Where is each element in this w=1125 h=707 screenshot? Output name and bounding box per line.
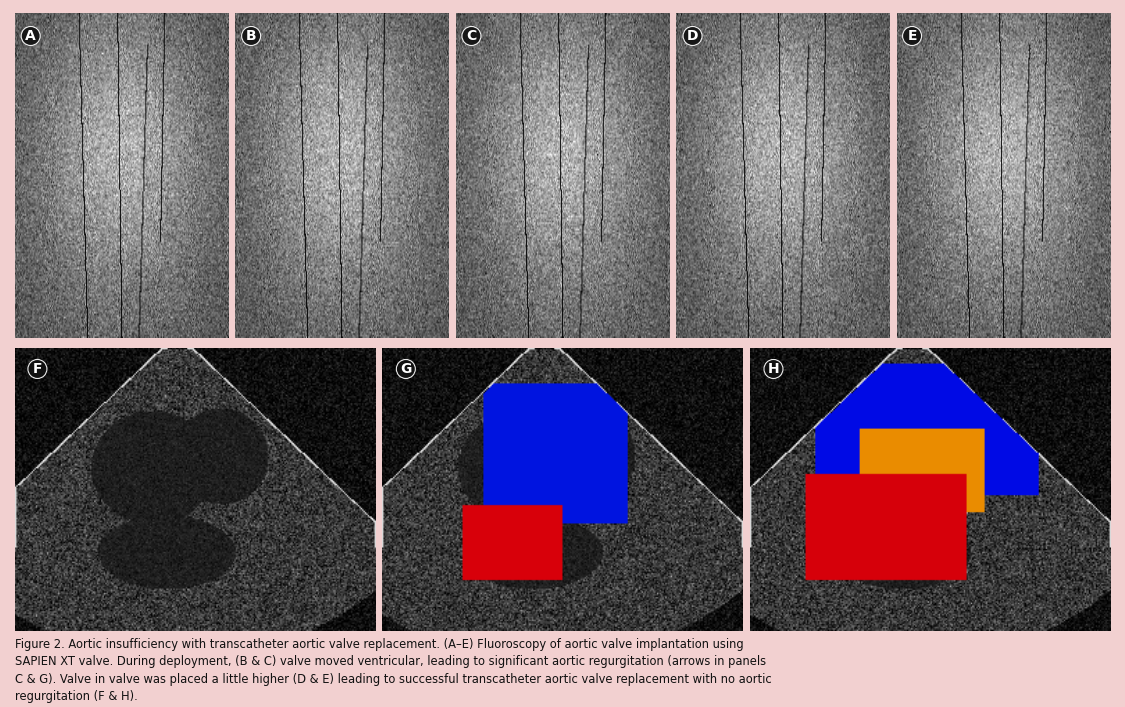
Text: D: D xyxy=(687,29,699,43)
Text: C: C xyxy=(467,29,477,43)
Text: A: A xyxy=(26,29,36,43)
Text: Figure 2. Aortic insufficiency with transcatheter aortic valve replacement. (A–E: Figure 2. Aortic insufficiency with tran… xyxy=(15,638,772,703)
Text: H: H xyxy=(767,362,780,376)
Text: F: F xyxy=(33,362,42,376)
Text: B: B xyxy=(246,29,256,43)
Text: G: G xyxy=(400,362,412,376)
Text: E: E xyxy=(907,29,917,43)
